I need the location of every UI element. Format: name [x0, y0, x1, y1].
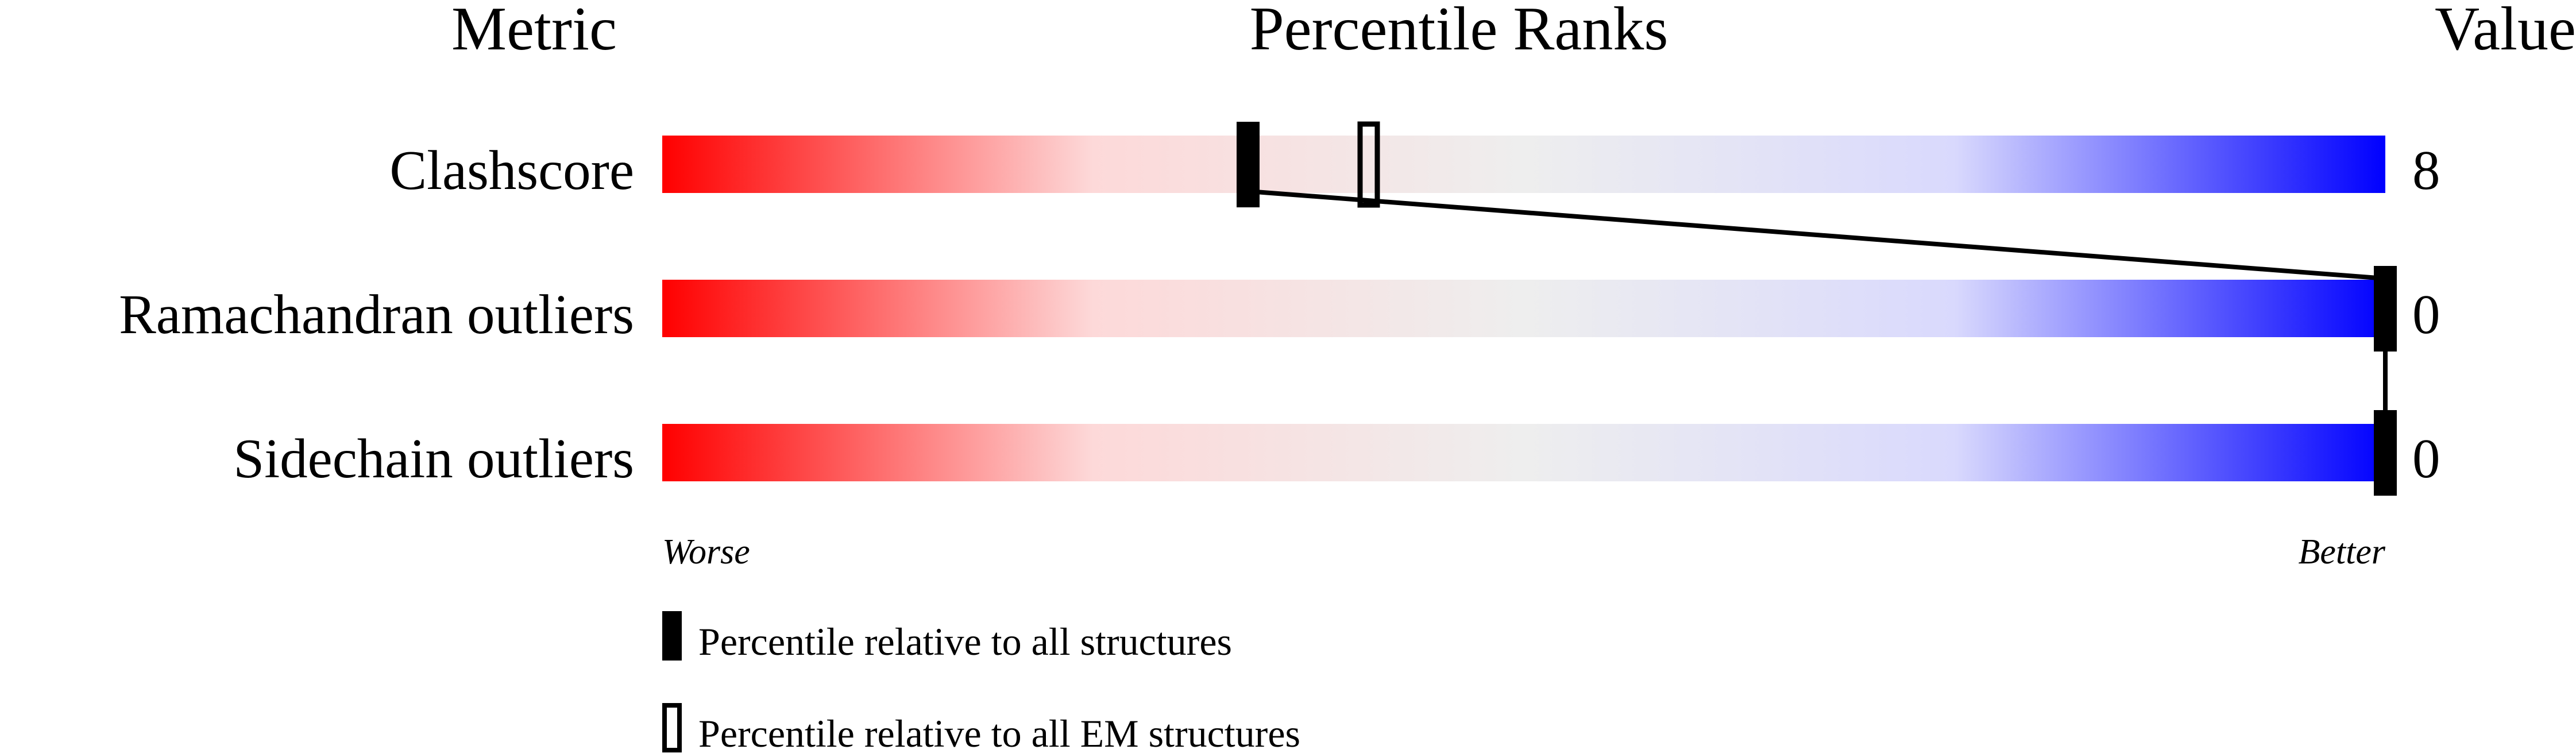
- header-percentile: Percentile Ranks: [1250, 0, 1669, 63]
- axis-better-label: Better: [2299, 532, 2386, 571]
- metric-label: Ramachandran outliers: [119, 284, 634, 345]
- metric-label: Clashscore: [389, 140, 634, 201]
- header-metric: Metric: [451, 0, 617, 63]
- em-percentile-marker: [1357, 121, 1380, 208]
- percentile-connector: [1248, 189, 2386, 281]
- all-percentile-marker: [1237, 122, 1260, 207]
- all-percentile-marker: [2374, 410, 2397, 496]
- metric-value: 8: [2412, 140, 2440, 201]
- metric-bar: [662, 424, 2385, 481]
- metric-value: 0: [2412, 428, 2440, 489]
- metric-label: Sidechain outliers: [233, 428, 634, 489]
- header-value: Value: [2435, 0, 2576, 63]
- metric-bar: [662, 280, 2385, 337]
- legend-all-label: Percentile relative to all structures: [698, 620, 1232, 663]
- all-percentile-marker: [2374, 266, 2397, 352]
- legend-em-label: Percentile relative to all EM structures: [698, 712, 1300, 753]
- legend-em-marker: [662, 703, 682, 752]
- metric-value: 0: [2412, 284, 2440, 345]
- metric-bar: [662, 136, 2385, 193]
- axis-worse-label: Worse: [662, 532, 750, 571]
- legend-all-marker: [662, 611, 682, 661]
